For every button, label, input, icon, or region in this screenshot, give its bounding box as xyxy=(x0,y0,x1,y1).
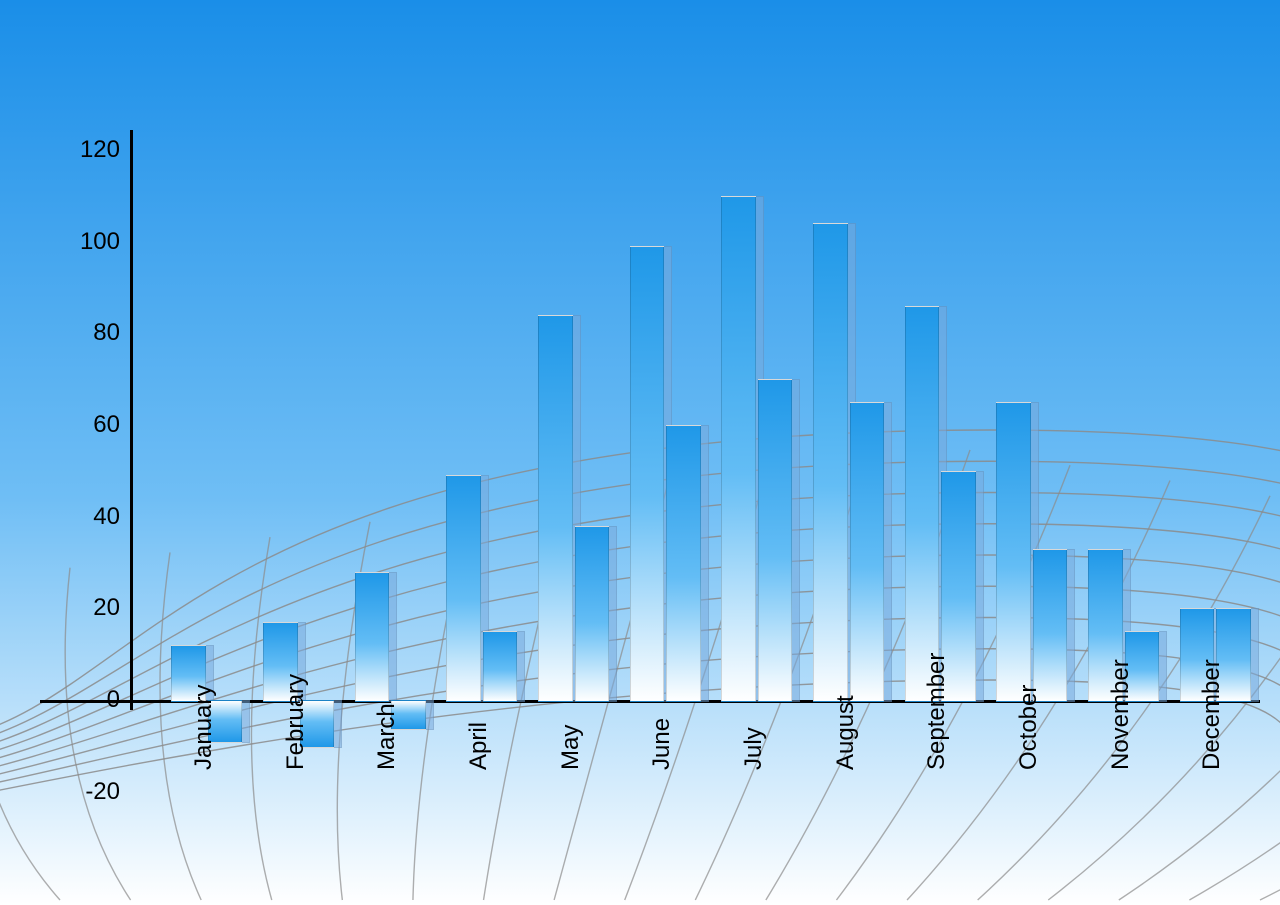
x-tick-label: January xyxy=(190,685,218,770)
x-tick-label: May xyxy=(557,725,585,770)
chart-layer: -20 0 20 40 60 80 100 120 January February March Ap… xyxy=(0,0,1280,905)
y-tick-label: 20 xyxy=(60,594,120,622)
bar xyxy=(446,475,480,702)
bar xyxy=(575,526,609,702)
bar xyxy=(758,379,792,702)
bar xyxy=(850,402,884,702)
x-tick-label: October xyxy=(1015,685,1043,770)
y-tick-label: 120 xyxy=(60,136,120,164)
y-axis-line xyxy=(130,130,133,710)
x-tick-label: September xyxy=(923,653,951,770)
bar xyxy=(905,306,939,702)
y-tick-label: 40 xyxy=(60,503,120,531)
bar xyxy=(483,631,517,702)
bar xyxy=(355,572,389,702)
y-tick-label: 100 xyxy=(60,228,120,256)
bar xyxy=(630,246,664,702)
bar xyxy=(666,425,700,702)
x-tick-label: March xyxy=(373,703,401,770)
x-tick-label: November xyxy=(1107,659,1135,770)
y-tick-label: 80 xyxy=(60,319,120,347)
bar xyxy=(813,223,847,702)
chart-canvas: -20 0 20 40 60 80 100 120 January February March Ap… xyxy=(0,0,1280,905)
bar xyxy=(996,402,1030,702)
bar xyxy=(1033,549,1067,702)
y-tick-label: -20 xyxy=(60,778,120,806)
bar xyxy=(721,196,755,702)
y-tick-label: 60 xyxy=(60,411,120,439)
x-tick-label: December xyxy=(1198,659,1226,770)
y-tick-label: 0 xyxy=(60,686,120,714)
x-tick-label: June xyxy=(648,718,676,770)
x-tick-label: April xyxy=(465,722,493,770)
x-tick-label: July xyxy=(740,727,768,770)
x-tick-label: August xyxy=(832,695,860,770)
x-tick-label: February xyxy=(282,674,310,770)
bar xyxy=(538,315,572,702)
